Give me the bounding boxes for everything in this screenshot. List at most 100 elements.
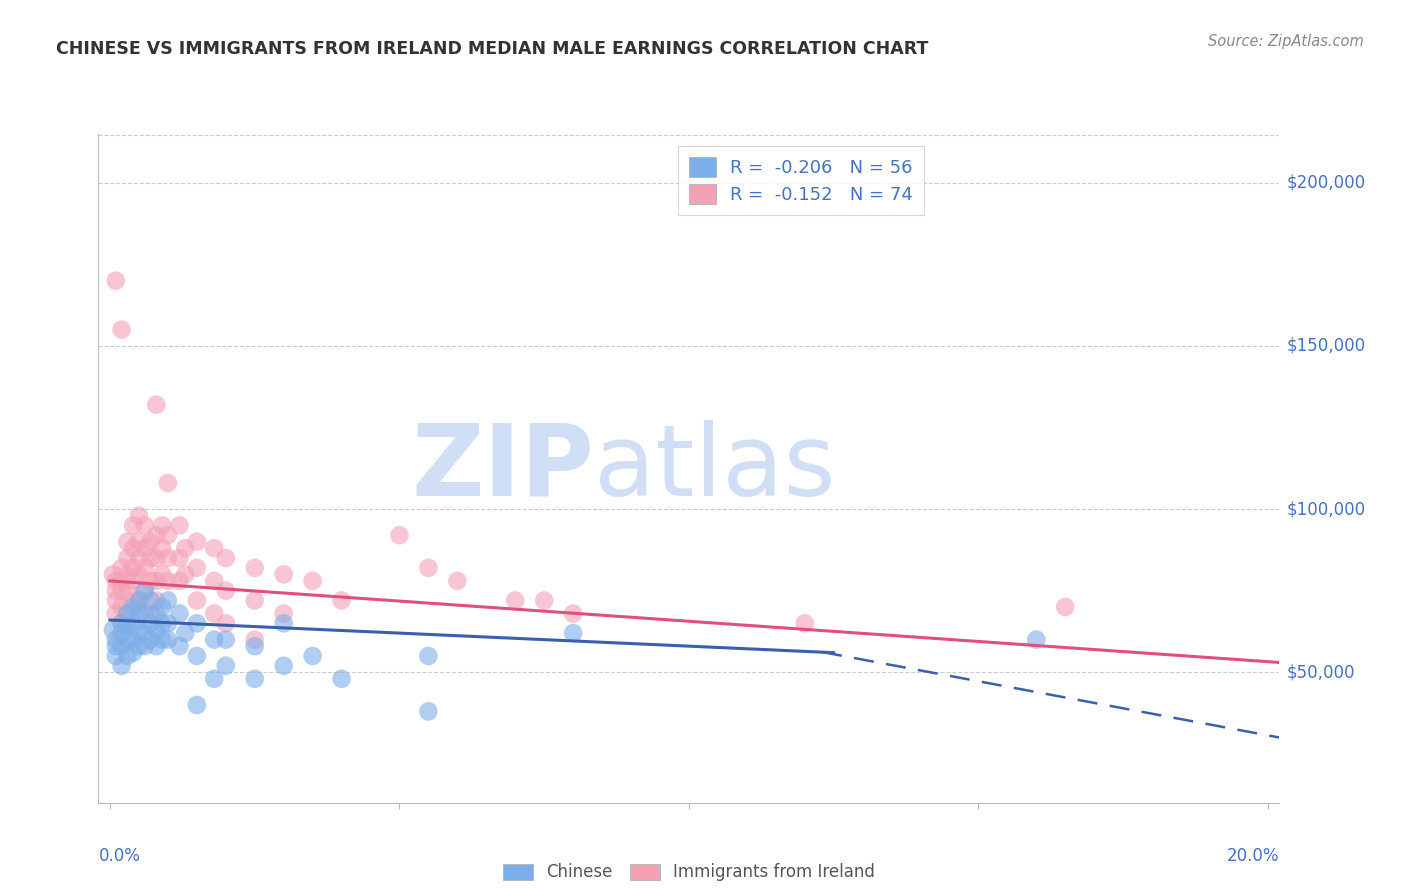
Point	[110, 574, 132, 588]
Point	[273, 607, 295, 621]
Point	[243, 593, 266, 607]
Point	[110, 626, 132, 640]
Point	[156, 616, 179, 631]
Point	[104, 607, 127, 621]
Point	[215, 658, 238, 673]
Point	[150, 567, 173, 582]
Point	[186, 648, 208, 663]
Point	[128, 567, 150, 582]
Point	[139, 551, 162, 566]
Point	[243, 672, 266, 686]
Point	[202, 672, 225, 686]
Point	[330, 593, 353, 607]
Point	[150, 616, 173, 631]
Point	[134, 583, 156, 598]
Point	[134, 607, 156, 621]
Point	[186, 534, 208, 549]
Point	[139, 632, 162, 647]
Point	[122, 632, 145, 647]
Point	[104, 274, 127, 288]
Point	[169, 574, 191, 588]
Point	[134, 541, 156, 556]
Point	[104, 593, 127, 607]
Point	[104, 639, 127, 653]
Point	[134, 639, 156, 653]
Point	[186, 616, 208, 631]
Point	[330, 672, 353, 686]
Text: $200,000: $200,000	[1286, 174, 1365, 192]
Point	[156, 593, 179, 607]
Point	[122, 541, 145, 556]
Point	[145, 574, 167, 588]
Point	[174, 567, 197, 582]
Point	[117, 583, 139, 598]
Text: ZIP: ZIP	[412, 420, 595, 516]
Point	[122, 561, 145, 575]
Legend: R =  -0.206   N = 56, R =  -0.152   N = 74: R = -0.206 N = 56, R = -0.152 N = 74	[678, 146, 924, 215]
Point	[169, 639, 191, 653]
Point	[156, 632, 179, 647]
Point	[117, 648, 139, 663]
Point	[301, 648, 323, 663]
Point	[145, 398, 167, 412]
Point	[122, 616, 145, 631]
Point	[145, 551, 167, 566]
Point	[150, 541, 173, 556]
Point	[156, 574, 179, 588]
Point	[169, 518, 191, 533]
Point	[128, 593, 150, 607]
Point	[533, 593, 555, 607]
Point	[145, 639, 167, 653]
Point	[145, 593, 167, 607]
Point	[101, 623, 124, 637]
Point	[117, 619, 139, 633]
Point	[139, 616, 162, 631]
Point	[128, 607, 150, 621]
Point	[562, 626, 585, 640]
Point	[104, 648, 127, 663]
Point	[215, 632, 238, 647]
Point	[117, 567, 139, 582]
Point	[122, 574, 145, 588]
Point	[1025, 632, 1047, 647]
Point	[156, 551, 179, 566]
Point	[150, 599, 173, 614]
Point	[122, 599, 145, 614]
Point	[122, 646, 145, 660]
Point	[139, 593, 162, 607]
Point	[128, 639, 150, 653]
Point	[169, 607, 191, 621]
Point	[273, 658, 295, 673]
Point	[243, 561, 266, 575]
Point	[301, 574, 323, 588]
Point	[215, 551, 238, 566]
Point	[117, 551, 139, 566]
Point	[128, 593, 150, 607]
Text: 20.0%: 20.0%	[1227, 847, 1279, 865]
Point	[503, 593, 526, 607]
Point	[202, 632, 225, 647]
Point	[134, 518, 156, 533]
Point	[215, 583, 238, 598]
Point	[110, 323, 132, 337]
Point	[145, 607, 167, 621]
Point	[139, 534, 162, 549]
Point	[150, 518, 173, 533]
Point	[273, 616, 295, 631]
Point	[186, 698, 208, 712]
Point	[110, 658, 132, 673]
Point	[110, 561, 132, 575]
Point	[1054, 599, 1077, 614]
Point	[134, 583, 156, 598]
Point	[134, 561, 156, 575]
Point	[110, 639, 132, 653]
Point	[117, 607, 139, 621]
Point	[186, 593, 208, 607]
Point	[202, 574, 225, 588]
Point	[104, 583, 127, 598]
Point	[446, 574, 468, 588]
Point	[104, 574, 127, 588]
Point	[139, 607, 162, 621]
Point	[202, 607, 225, 621]
Point	[110, 583, 132, 598]
